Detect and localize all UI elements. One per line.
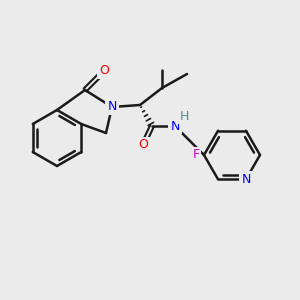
Text: F: F — [192, 148, 200, 161]
Text: H: H — [179, 110, 189, 122]
Text: N: N — [107, 100, 117, 113]
Text: O: O — [99, 64, 109, 77]
Text: N: N — [241, 173, 251, 186]
Text: N: N — [170, 119, 180, 133]
Text: O: O — [138, 139, 148, 152]
